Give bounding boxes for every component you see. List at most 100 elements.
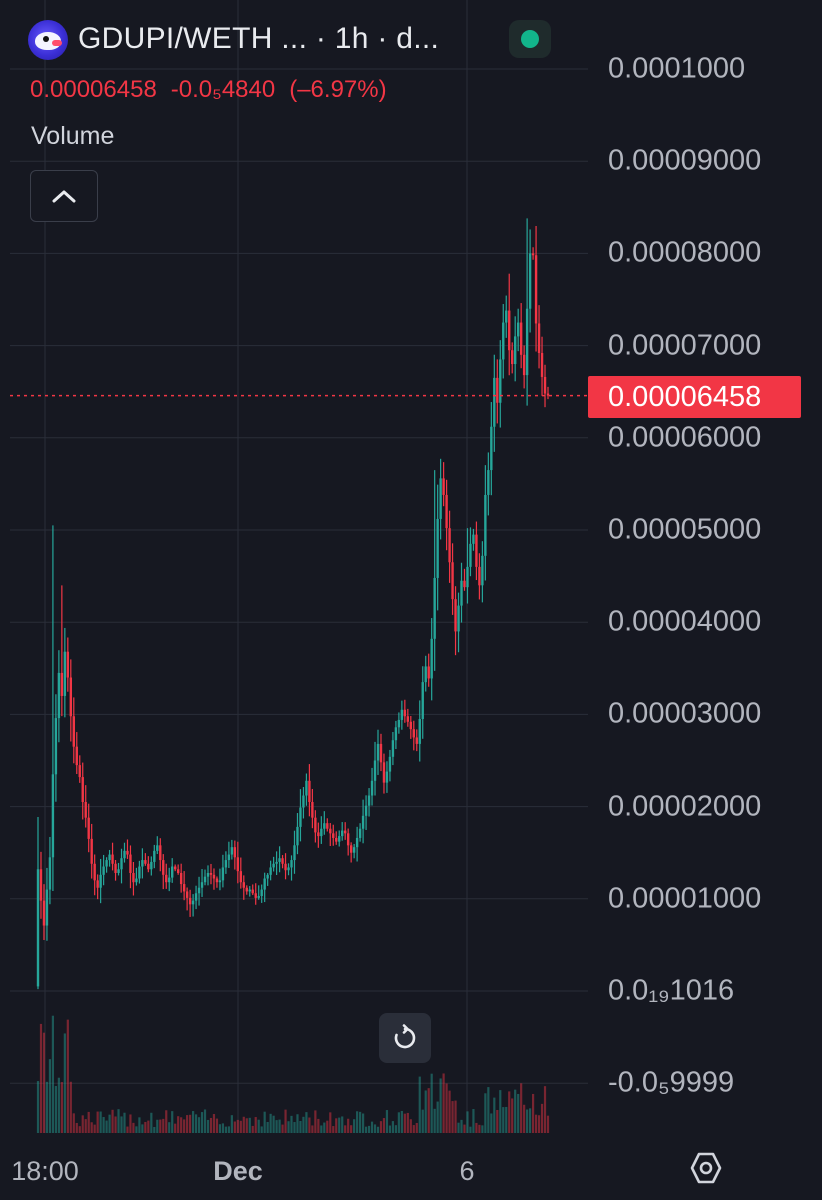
volume-bar <box>257 1119 260 1133</box>
pair-title[interactable]: GDUPI/WETH ... · 1h · d... <box>78 22 440 55</box>
volume-bar <box>117 1109 120 1133</box>
volume-bar <box>102 1117 105 1133</box>
volume-bar <box>460 1119 463 1133</box>
volume-bar <box>287 1121 290 1133</box>
candle-body <box>442 478 445 495</box>
volume-bar <box>469 1126 472 1133</box>
candle-body <box>412 729 415 738</box>
time-axis-tick-label: 18:00 <box>11 1156 79 1186</box>
chart-settings-button[interactable] <box>688 1150 724 1186</box>
reset-chart-button[interactable] <box>379 1013 431 1063</box>
volume-bar <box>278 1119 281 1133</box>
candle-body <box>179 872 183 885</box>
candle-body <box>269 867 272 875</box>
candle-body <box>242 882 245 888</box>
candle-body <box>516 322 520 337</box>
volume-bar <box>520 1083 523 1133</box>
candle-body <box>233 847 237 858</box>
candle-body <box>117 869 120 873</box>
volume-bar <box>51 1015 55 1133</box>
candle-body <box>454 599 457 632</box>
candle-body <box>171 866 174 878</box>
volume-indicator-label[interactable]: Volume <box>31 122 115 150</box>
candle-body <box>266 874 269 879</box>
candle-body <box>522 354 526 376</box>
price-axis-tick-label: 0.00009000 <box>608 144 762 177</box>
candle-body <box>415 737 418 744</box>
volume-bar <box>66 1019 69 1133</box>
candle-body <box>370 780 374 796</box>
candle-body <box>341 830 344 837</box>
candle-body <box>338 836 341 842</box>
volume-bar <box>233 1121 236 1133</box>
volume-bar <box>227 1126 230 1133</box>
candle-body <box>445 494 448 529</box>
candle-body <box>311 801 314 818</box>
volume-bar <box>251 1125 254 1133</box>
volume-bar <box>263 1111 266 1133</box>
candle-body <box>138 866 141 879</box>
volume-bar <box>215 1118 219 1133</box>
price-axis-tick-label: 0.00007000 <box>608 329 762 362</box>
candle-body <box>90 838 93 864</box>
volume-bar <box>397 1112 400 1133</box>
volume-bar <box>129 1114 132 1133</box>
candle-body <box>248 889 251 892</box>
volume-bar <box>54 1085 57 1133</box>
volume-bar <box>114 1116 117 1133</box>
volume-bar <box>481 1125 484 1133</box>
price-axis-tick-label: 0.00005000 <box>608 513 762 546</box>
candle-body <box>511 350 514 365</box>
volume-bar <box>266 1121 269 1133</box>
volume-bar <box>147 1120 150 1133</box>
volume-bar <box>406 1112 409 1133</box>
volume-bar <box>400 1110 403 1133</box>
volume-bar <box>39 1023 43 1133</box>
candle-body <box>382 762 386 783</box>
candle-body <box>194 893 198 901</box>
volume-bar <box>153 1126 156 1133</box>
market-status-indicator[interactable] <box>509 20 551 58</box>
volume-bar <box>523 1104 526 1133</box>
volume-bar <box>242 1116 245 1133</box>
volume-bar <box>529 1108 532 1133</box>
volume-bar <box>457 1122 460 1133</box>
volume-bar <box>326 1120 329 1133</box>
candle-body <box>346 833 350 846</box>
volume-bar <box>36 1081 40 1133</box>
volume-bar <box>42 1032 46 1133</box>
candle-body <box>51 774 55 858</box>
volume-bar <box>93 1124 96 1133</box>
candle-body <box>433 577 436 639</box>
candle-body <box>185 891 189 898</box>
volume-bar <box>177 1116 180 1133</box>
volume-bar <box>123 1112 126 1133</box>
volume-bar <box>382 1118 386 1133</box>
candle-body <box>197 887 201 894</box>
candle-body <box>400 709 404 720</box>
volume-bar <box>144 1121 147 1133</box>
candle-body <box>478 566 481 586</box>
volume-bar <box>534 1114 538 1133</box>
volume-bar <box>508 1091 511 1133</box>
volume-bar <box>141 1124 144 1133</box>
candle-body <box>239 871 243 883</box>
volume-bar <box>373 1124 377 1133</box>
volume-bar <box>212 1114 216 1133</box>
chart-grid <box>10 0 588 1133</box>
candle-body <box>394 727 398 741</box>
candle-body <box>75 746 78 766</box>
candle-body <box>513 336 517 365</box>
candle-body <box>209 872 213 875</box>
volume-bar <box>490 1113 493 1133</box>
price-change: -0.0₅4840 <box>170 76 276 103</box>
volume-bar <box>475 1122 478 1133</box>
candle-body <box>540 352 544 377</box>
volume-bar <box>514 1089 517 1133</box>
candle-body <box>230 847 234 855</box>
candle-body <box>126 850 129 855</box>
candle-body <box>99 874 102 888</box>
collapse-legend-button[interactable] <box>30 170 98 222</box>
volume-bar <box>463 1124 466 1133</box>
